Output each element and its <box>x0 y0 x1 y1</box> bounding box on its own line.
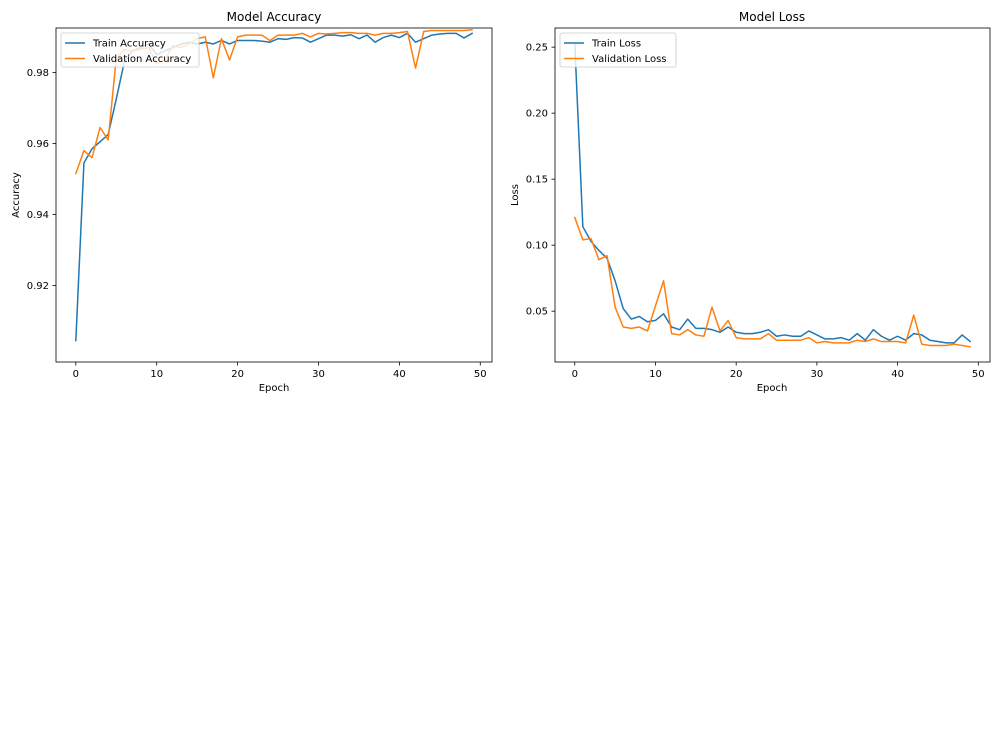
loss-series-line-validation-loss <box>574 216 971 348</box>
loss-x-tick-label: 30 <box>811 369 824 380</box>
loss-y-tick-label: 0.15 <box>526 175 548 186</box>
loss-chart: Model Loss 0 10 20 30 40 50 0.05 0.10 0.15 0.20 0.… <box>510 10 991 394</box>
loss-x-tick-label: 10 <box>649 369 662 380</box>
accuracy-x-tick-label: 0 <box>73 369 79 380</box>
accuracy-legend-box <box>60 32 200 68</box>
accuracy-x-tick-label: 40 <box>393 369 406 380</box>
accuracy-y-tick-label: 0.96 <box>27 139 49 150</box>
loss-x-axis-label: Epoch <box>757 383 788 394</box>
loss-y-tick-label: 0.10 <box>526 241 548 252</box>
accuracy-y-axis-label: Accuracy <box>11 172 22 218</box>
accuracy-chart: Model Accuracy 0 10 20 30 40 50 0.92 0.94 0.96 0.… <box>11 10 493 394</box>
accuracy-legend-label-validation-accuracy: Validation Accuracy <box>93 54 191 65</box>
loss-y-axis-label: Loss <box>510 184 521 206</box>
accuracy-y-tick-label: 0.98 <box>27 68 49 79</box>
loss-chart-title: Model Loss <box>739 10 805 24</box>
loss-legend: Train Loss Validation Loss <box>559 32 677 68</box>
accuracy-x-tick-label: 30 <box>312 369 325 380</box>
accuracy-x-tick-label: 10 <box>150 369 163 380</box>
accuracy-y-tick-label: 0.92 <box>27 281 49 292</box>
loss-legend-box <box>559 32 677 68</box>
accuracy-x-axis-label: Epoch <box>259 383 290 394</box>
loss-x-tick-label: 0 <box>572 369 578 380</box>
accuracy-axes-frame <box>55 27 493 363</box>
loss-plot-background <box>555 28 990 362</box>
accuracy-y-tick-label: 0.94 <box>27 210 49 221</box>
loss-legend-label-train-loss: Train Loss <box>591 39 641 50</box>
accuracy-x-tick-label: 20 <box>231 369 244 380</box>
loss-y-tick-label: 0.20 <box>526 109 548 120</box>
loss-x-tick-label: 20 <box>730 369 743 380</box>
accuracy-legend: Train Accuracy Validation Accuracy <box>60 32 200 68</box>
loss-series-line-train-loss <box>574 42 971 344</box>
accuracy-x-tick-label: 50 <box>474 369 487 380</box>
loss-axes-frame <box>554 27 991 363</box>
loss-y-tick-label: 0.25 <box>526 43 548 54</box>
accuracy-legend-label-train-accuracy: Train Accuracy <box>92 39 166 50</box>
loss-legend-label-validation-loss: Validation Loss <box>592 54 667 65</box>
loss-x-tick-label: 50 <box>972 369 985 380</box>
loss-y-tick-label: 0.05 <box>526 307 548 318</box>
accuracy-plot-background <box>56 28 492 362</box>
accuracy-chart-title: Model Accuracy <box>227 10 322 24</box>
loss-x-tick-label: 40 <box>891 369 904 380</box>
